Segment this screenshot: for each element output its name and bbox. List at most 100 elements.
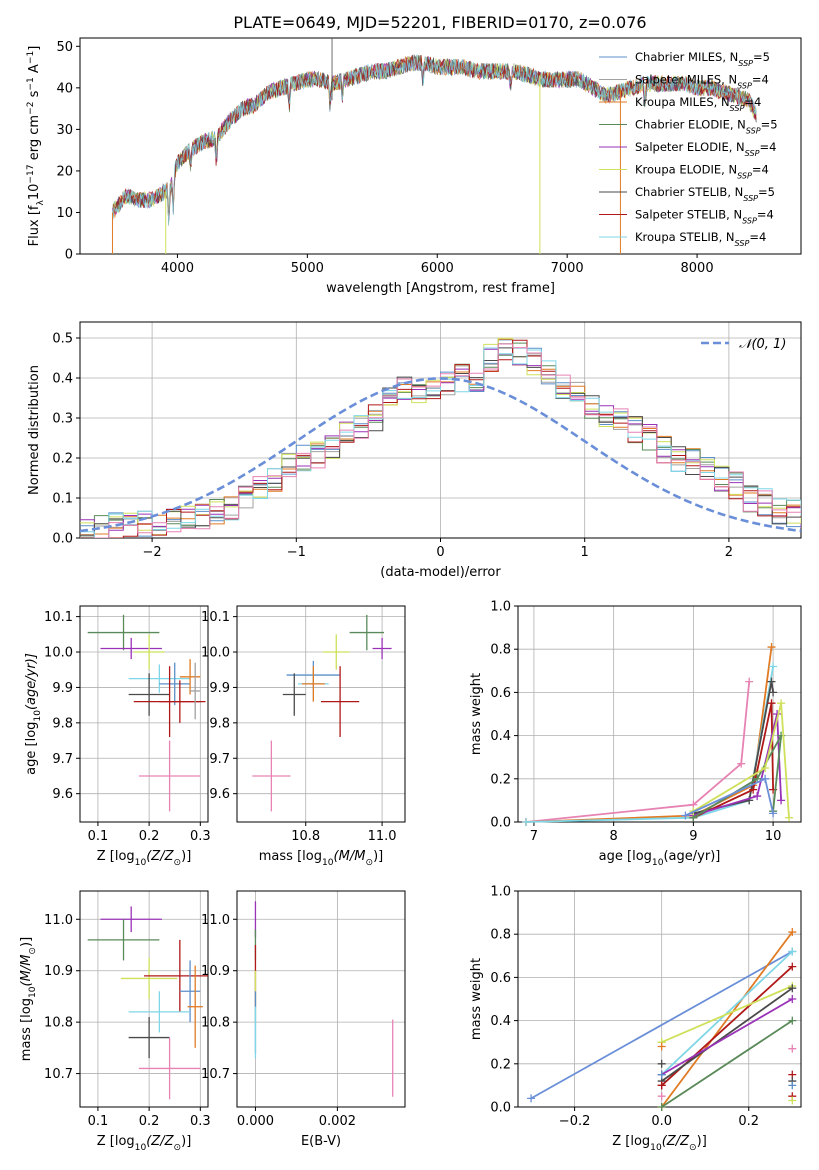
spectrum-xtick-label: 8000 xyxy=(681,261,714,276)
mass_vs_Z-axes: 0.1 0.2 0.3 10.7 10.8 10.9 11.0 xyxy=(44,890,211,1129)
age_vs_mass-xlabel: mass [log10(M/M⊙)] xyxy=(259,849,383,868)
mass_weight_vs_age-marker xyxy=(521,818,530,826)
label-part: )] xyxy=(373,849,383,864)
mass_weight_vs_age-marker xyxy=(681,811,690,820)
label-part: (data-model)/error xyxy=(380,565,501,580)
mass_weight_vs_Z-xtick-label: 0.2 xyxy=(738,1114,759,1129)
label-part: Salpeter STELIB, N xyxy=(635,208,742,222)
residual-histogram-7 xyxy=(80,339,801,538)
figure-title: PLATE=0649, MJD=52201, FIBERID=0170, z=0… xyxy=(233,13,646,32)
spectrum-ytick-label: 0 xyxy=(65,248,73,263)
label-part: Z [log xyxy=(97,849,135,864)
label-part: A xyxy=(27,64,42,77)
mass_vs_Z-ylabel: mass [log10(M/M⊙)] xyxy=(19,937,38,1061)
age_vs_Z-ytick-label: 9.9 xyxy=(52,681,73,696)
label-part: (Z/Z xyxy=(146,1134,174,1149)
age_vs_Z-ytick-label: 9.7 xyxy=(52,752,73,767)
label-part: Normed distribution xyxy=(27,365,42,495)
normal-curve xyxy=(80,377,801,533)
label-part: SSP xyxy=(742,216,757,225)
age_vs_mass-frame xyxy=(236,605,406,823)
mass_weight_vs_age-lines xyxy=(521,643,794,826)
label-part: 10 xyxy=(135,858,147,868)
label-part: =4 xyxy=(759,140,776,154)
label-part: erg cm xyxy=(27,115,42,164)
label-part: mass [log xyxy=(259,849,322,864)
legend-label: Salpeter ELODIE, NSSP=4 xyxy=(635,140,776,158)
age_vs_Z-points xyxy=(87,614,206,812)
label-part: age [log xyxy=(599,849,652,864)
label-part: mass weight xyxy=(469,673,484,755)
label-part: =5 xyxy=(761,118,778,132)
mass_vs_Z-ytick-label: 10.7 xyxy=(44,1067,73,1082)
label-part: mass weight xyxy=(469,958,484,1040)
mass_weight_vs_Z-marker xyxy=(657,1081,666,1090)
label-part: −2 xyxy=(26,102,36,115)
residual-histogram-5 xyxy=(80,337,801,536)
spectrum-ytick-label: 10 xyxy=(56,206,73,221)
label-part: ] xyxy=(27,46,42,51)
mass_weight_vs_Z-xlabel: Z [log10(Z/Z⊙)] xyxy=(612,1134,707,1153)
mass_weight_vs_Z-marker xyxy=(657,1103,666,1111)
label-part: λ xyxy=(36,200,46,206)
label-part: =4 xyxy=(752,73,769,87)
label-part: Chabrier MILES, N xyxy=(635,50,738,64)
label-part: −17 xyxy=(26,164,36,183)
mass_weight_vs_age-ytick-label: 1.0 xyxy=(490,600,511,615)
age_vs_mass-ytick-label: 10.1 xyxy=(201,610,230,625)
mass_weight_vs_age-xlabel: age [log10(age/yr)] xyxy=(599,849,721,868)
label-part: SSP xyxy=(743,194,758,203)
mass_weight_vs_age-ytick-label: 0.2 xyxy=(490,772,511,787)
mass_weight_vs_age-marker xyxy=(785,813,794,822)
residual-histogram-0 xyxy=(80,339,801,538)
mass_vs_Z-ytick-label: 11.0 xyxy=(44,913,73,928)
mass_weight_vs_Z-marker xyxy=(788,1016,797,1025)
label-part: E(B-V) xyxy=(301,1134,341,1149)
mass_weight_vs_age-marker xyxy=(769,809,778,818)
mass_vs_Z-xlabel: Z [log10(Z/Z⊙)] xyxy=(97,1134,192,1153)
mass_weight_vs_age-series-4 xyxy=(693,703,774,819)
age_vs_mass-ytick-label: 9.8 xyxy=(209,716,230,731)
mass_weight_vs_Z-marker xyxy=(788,1044,797,1053)
label-part: (M/M xyxy=(19,955,34,987)
spectrum-xtick-label: 5000 xyxy=(291,261,324,276)
residuals-xtick-label: −2 xyxy=(143,545,162,560)
age_vs_Z-ytick-label: 10.1 xyxy=(44,610,73,625)
label-part: )] xyxy=(697,1134,707,1149)
legend-label: Kroupa MILES, NSSP=4 xyxy=(635,95,761,113)
age_vs_mass-axes: 10.8 11.0 9.6 9.7 9.8 9.9 10.0 10.1 xyxy=(201,605,406,844)
residual-legend: 𝒩(0, 1) xyxy=(701,337,786,352)
mass_vs_EBV-frame xyxy=(236,890,406,1108)
residuals-ytick-label: 0.3 xyxy=(52,412,73,427)
spectrum-ytick-label: 30 xyxy=(56,123,73,138)
age_vs_mass-grid xyxy=(237,606,405,822)
mass_weight_vs_age-marker xyxy=(767,699,776,708)
legend-label: Salpeter STELIB, NSSP=4 xyxy=(635,208,774,226)
residual-steps xyxy=(80,337,801,538)
legend-label: Kroupa STELIB, NSSP=4 xyxy=(635,230,766,248)
spectrum-xtick-label: 7000 xyxy=(551,261,584,276)
mass_weight_vs_Z-marker xyxy=(788,947,797,956)
label-part: 10 xyxy=(28,986,38,998)
age_vs_mass-ytick-label: 9.6 xyxy=(209,787,230,802)
label-part: =4 xyxy=(749,230,766,244)
mass_weight_vs_age-marker xyxy=(777,796,786,805)
mass_weight_vs_age-marker xyxy=(769,662,778,671)
mass_weight_vs_age-series-1 xyxy=(525,646,773,823)
mass_vs_EBV-axes: 0.000 0.002 10.7 10.8 10.9 11.0 xyxy=(201,890,406,1129)
mass_weight_vs_age-series-7 xyxy=(692,702,790,818)
label-part: Kroupa MILES, N xyxy=(635,95,730,109)
spectrum-ylabel: Flux [fλ10−17 erg cm−2 s−1 A−1] xyxy=(26,46,46,247)
label-part: ⊙ xyxy=(174,1143,182,1153)
mass_weight_vs_Z-marker xyxy=(788,962,797,971)
residual-histogram-9 xyxy=(80,343,801,538)
mass_weight_vs_age-marker xyxy=(777,699,786,708)
label-part: Salpeter ELODIE, N xyxy=(635,140,745,154)
mass_weight_vs_Z-axes: −0.2 0.0 0.2 0.0 0.2 0.4 0.6 0.8 1.0 xyxy=(490,885,802,1129)
mass_weight_vs_age-ytick-label: 0.0 xyxy=(490,816,511,831)
mass_weight_vs_Z-ytick-label: 0.0 xyxy=(490,1101,511,1116)
label-part: 10 xyxy=(27,184,42,201)
spectrum-xtick-label: 4000 xyxy=(161,261,194,276)
age_vs_Z-ylabel: age [log10(age/yr)] xyxy=(24,653,43,775)
